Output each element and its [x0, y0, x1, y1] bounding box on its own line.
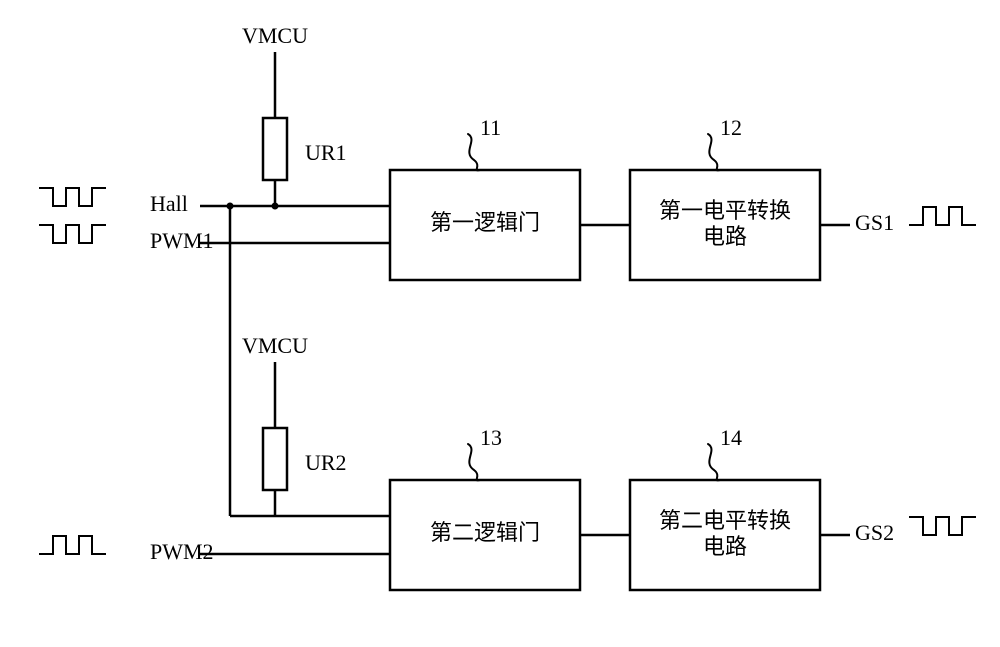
resistor-label: UR2	[305, 450, 347, 475]
signal-label-pwm1: PWM1	[150, 228, 214, 253]
supply-label: VMCU	[242, 333, 308, 358]
leader-curl	[468, 134, 480, 170]
pulse-icon	[40, 225, 105, 243]
supply-label: VMCU	[242, 23, 308, 48]
leader-curl	[468, 444, 480, 480]
leader-curl	[708, 444, 720, 480]
leader-curl	[708, 134, 720, 170]
svg-text:第一电平转换: 第一电平转换	[659, 198, 791, 223]
pulse-icon	[910, 207, 975, 225]
signal-label-gs1: GS1	[855, 210, 894, 235]
block-ref: 14	[720, 425, 742, 450]
svg-text:电路: 电路	[703, 534, 747, 559]
signal-label-hall: Hall	[150, 191, 188, 216]
svg-text:第二逻辑门: 第二逻辑门	[430, 520, 540, 545]
svg-text:电路: 电路	[703, 224, 747, 249]
svg-text:第一逻辑门: 第一逻辑门	[430, 210, 540, 235]
signal-label-gs2: GS2	[855, 520, 894, 545]
pulse-icon	[40, 188, 105, 206]
resistor	[263, 428, 287, 490]
block-ref: 12	[720, 115, 742, 140]
pulse-icon	[910, 517, 975, 535]
block-ref: 13	[480, 425, 502, 450]
resistor-label: UR1	[305, 140, 347, 165]
signal-label-pwm2: PWM2	[150, 539, 214, 564]
block-ref: 11	[480, 115, 501, 140]
pulse-icon	[40, 536, 105, 554]
svg-text:第二电平转换: 第二电平转换	[659, 508, 791, 533]
resistor	[263, 118, 287, 180]
